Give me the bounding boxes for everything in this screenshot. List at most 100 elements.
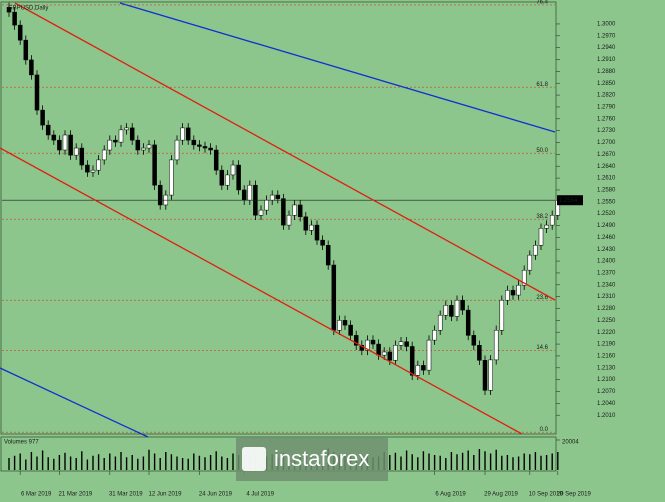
candle-body bbox=[174, 139, 180, 161]
candle-body bbox=[393, 345, 398, 361]
candle-body bbox=[376, 343, 381, 356]
blue-trend-lower bbox=[0, 367, 149, 438]
x-tick-label: 4 Jul 2019 bbox=[246, 492, 274, 498]
y-tick-label: 1.2100 bbox=[597, 377, 616, 383]
candle-body bbox=[398, 341, 404, 346]
price-frame bbox=[0, 1, 557, 435]
candle-body bbox=[292, 204, 297, 216]
chart-title: GBPUSD,Daily bbox=[8, 6, 48, 12]
x-tick-label: 31 Mar 2019 bbox=[109, 492, 143, 498]
volume-title: Volumes 977 bbox=[4, 440, 39, 446]
candle-body bbox=[533, 245, 538, 256]
candle-body bbox=[314, 224, 320, 241]
candle-body bbox=[404, 341, 409, 347]
candle-body bbox=[521, 269, 527, 286]
x-tick-label: 10 Sep 2019 bbox=[529, 492, 564, 498]
candle-body bbox=[544, 224, 549, 229]
y-tick-label: 1.2850 bbox=[597, 81, 616, 87]
candle-body bbox=[309, 224, 314, 231]
y-tick-label: 1.2130 bbox=[597, 365, 616, 371]
candle-body bbox=[527, 254, 533, 271]
candle-body bbox=[85, 164, 90, 173]
candle-body bbox=[297, 204, 303, 218]
y-tick-label: 1.2670 bbox=[597, 152, 616, 158]
candle-body bbox=[258, 209, 264, 216]
candle-body bbox=[286, 214, 292, 226]
y-tick-label: 1.2700 bbox=[597, 140, 616, 146]
candle-body bbox=[488, 359, 493, 391]
y-tick-label: 1.2970 bbox=[597, 33, 616, 39]
candle-body bbox=[549, 214, 555, 226]
y-tick-label: 1.2430 bbox=[597, 247, 616, 253]
y-tick-label: 1.2190 bbox=[597, 342, 616, 348]
y-tick-label: 1.2160 bbox=[597, 354, 616, 360]
watermark: instaforex bbox=[236, 437, 388, 481]
x-tick-label: 6 Aug 2019 bbox=[435, 492, 466, 498]
fib-label: 61.8 bbox=[536, 82, 548, 88]
candle-body bbox=[213, 149, 219, 171]
candle-body bbox=[275, 194, 281, 199]
volume-tick-label: 20004 bbox=[562, 440, 579, 446]
candle-body bbox=[331, 264, 337, 331]
candle-body bbox=[73, 147, 79, 156]
candle-body bbox=[387, 351, 393, 361]
candle-body bbox=[241, 189, 247, 201]
candle-body bbox=[432, 329, 437, 341]
candle-body bbox=[460, 299, 465, 311]
candle-body bbox=[449, 305, 454, 317]
y-tick-label: 1.2220 bbox=[597, 330, 616, 336]
last-price-box bbox=[557, 195, 583, 206]
y-tick-label: 1.2910 bbox=[597, 57, 616, 63]
candle-body bbox=[79, 147, 85, 166]
candle-body bbox=[342, 320, 348, 326]
fib-label: 23.6 bbox=[536, 295, 548, 301]
candle-body bbox=[499, 299, 505, 331]
candle-body bbox=[281, 198, 286, 226]
trend-lines bbox=[0, 2, 556, 438]
last-price-label: 1.2554 bbox=[559, 198, 578, 204]
blue-trend-upper bbox=[119, 2, 556, 133]
candle-body bbox=[23, 39, 29, 61]
y-tick-label: 1.2310 bbox=[597, 294, 616, 300]
candle-body bbox=[426, 339, 432, 371]
candle-body bbox=[45, 124, 51, 136]
y-tick-label: 1.2490 bbox=[597, 223, 616, 229]
fib-label: 76.4 bbox=[536, 0, 548, 6]
channel-lower bbox=[0, 147, 523, 435]
fib-label: 50.0 bbox=[536, 148, 548, 154]
y-tick-label: 1.2730 bbox=[597, 128, 616, 134]
y-tick-label: 1.2370 bbox=[597, 271, 616, 277]
candle-body bbox=[409, 346, 415, 376]
candle-body bbox=[68, 134, 73, 156]
y-tick-label: 1.2580 bbox=[597, 188, 616, 194]
candle-body bbox=[219, 169, 225, 186]
x-tick-label: 24 Jun 2019 bbox=[199, 492, 233, 498]
candle-body bbox=[510, 290, 516, 296]
candle-body bbox=[57, 139, 62, 151]
candle-body bbox=[236, 164, 241, 191]
candle-body bbox=[303, 216, 309, 231]
candle-body bbox=[538, 228, 544, 246]
overlay: 6 Mar 2019 21 Mar 2019 31 Mar 2019 12 Jun 2… bbox=[21, 492, 591, 498]
x-tick-label: 21 Mar 2019 bbox=[59, 492, 93, 498]
y-tick-label: 1.2340 bbox=[597, 282, 616, 288]
candle-body bbox=[505, 290, 510, 301]
candle-body bbox=[101, 149, 107, 161]
y-tick-label: 1.2610 bbox=[597, 176, 616, 182]
y-tick-label: 1.2520 bbox=[597, 211, 616, 217]
candle-body bbox=[208, 147, 213, 151]
candle-body bbox=[437, 314, 443, 331]
candle-body bbox=[197, 144, 202, 147]
fib-label: 14.6 bbox=[536, 345, 548, 351]
candle-body bbox=[370, 339, 376, 345]
candle-body bbox=[118, 129, 124, 143]
x-tick-label: 6 Mar 2019 bbox=[21, 492, 52, 498]
candle-body bbox=[113, 139, 118, 143]
candle-body bbox=[29, 59, 34, 76]
y-tick-label: 1.2550 bbox=[597, 199, 616, 205]
candle-body bbox=[230, 164, 236, 176]
candle-body bbox=[129, 127, 135, 141]
candle-body bbox=[135, 139, 141, 151]
